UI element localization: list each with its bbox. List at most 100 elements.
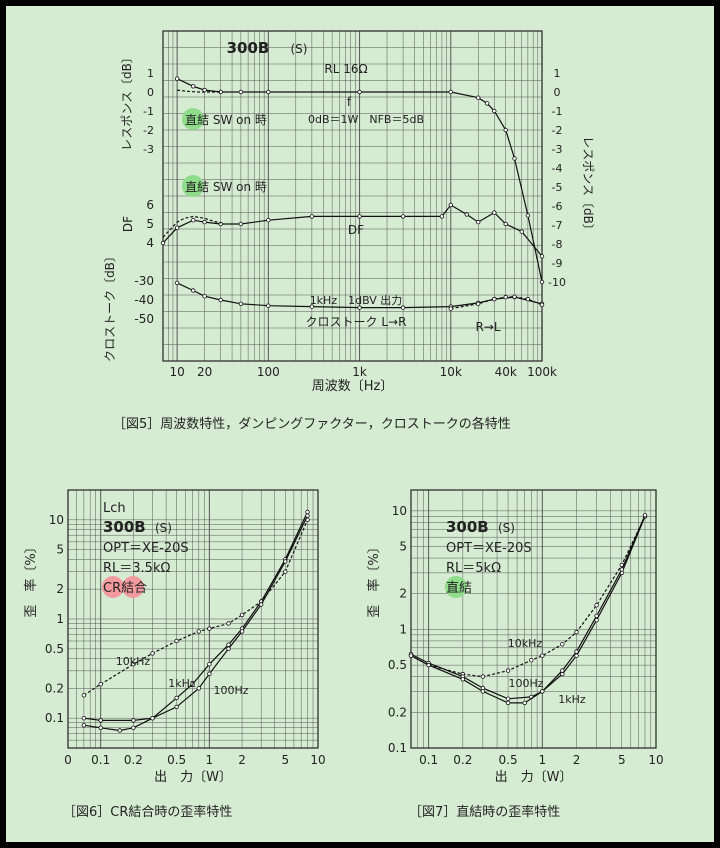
- fig6-series-2-point-6: [207, 671, 212, 676]
- fig6-x-tick-3: 0.5: [167, 753, 186, 767]
- fig6-y-tick-6: 0.1: [45, 711, 64, 725]
- fig7-series-0-point-6: [540, 653, 545, 658]
- fig7-series-2-point-6: [540, 689, 545, 694]
- fig6-series-1-point-12: [305, 509, 310, 515]
- fig5-df-series-0-point-9: [400, 214, 406, 219]
- fig5-ct-series-0-point-2: [202, 294, 207, 299]
- fig5-resp-series-0-point-9: [484, 101, 490, 106]
- fig6-series-1-point-8: [226, 642, 231, 647]
- fig5-ct-series-1-point-3: [503, 294, 508, 300]
- fig6-badge-b: [122, 576, 144, 598]
- fig7-series-0-point-8: [574, 629, 579, 635]
- fig7-series-2-point-10: [619, 567, 624, 572]
- fig5-resp-series-0-point-5: [266, 89, 271, 95]
- fig5-resp-right-tick-6: -5: [552, 181, 563, 194]
- fig6-series-2-point-10: [283, 559, 288, 564]
- fig7-x-tick-1: 0.2: [453, 753, 472, 767]
- fig5-resp-series-0-point-4: [238, 89, 244, 95]
- fig7-x-tick-5: 5: [618, 753, 626, 767]
- fig6-series-0-point-10: [283, 569, 288, 574]
- caption-fig7: ［図7］直結時の歪率特性: [409, 805, 561, 820]
- fig5-resp-right-tick-2: -1: [552, 105, 563, 118]
- fig5-df-series-0-point-13: [476, 219, 481, 225]
- fig5-ct-series-0-point-1: [190, 288, 196, 293]
- fig5-ct-tick-1: -40: [134, 293, 154, 307]
- fig6-y-tick-3: 1: [56, 612, 64, 626]
- fig6-y-label: 歪 率〔%〕: [23, 540, 39, 617]
- fig6-series-0-point-7: [226, 621, 231, 626]
- fig5-ct-rl-label: R→L: [475, 320, 500, 334]
- fig7-y-tick-4: 0.5: [388, 658, 407, 672]
- fig5-badge-2: [182, 175, 204, 197]
- fig5-resp-right-tick-0: 1: [554, 67, 561, 80]
- fig5-resp-right-tick-3: -2: [552, 124, 563, 137]
- fig6-series-0-point-4: [174, 638, 179, 644]
- fig5-ct-series-1-point-5: [525, 296, 531, 302]
- fig7-y-label: 歪 率〔%〕: [366, 540, 382, 617]
- fig5-resp-left-tick-0: 1: [147, 67, 154, 80]
- fig5-df-label: DF: [348, 223, 364, 237]
- fig5-ct-series-0-point-8: [400, 305, 406, 310]
- fig6-series-label-2: 100Hz: [213, 684, 248, 697]
- fig5-x-tick-4: 10k: [440, 365, 462, 379]
- fig7-x-tick-3: 1: [538, 753, 546, 767]
- fig6-series-1-point-6: [190, 682, 195, 687]
- fig6-series-0-point-0: [81, 693, 87, 698]
- fig5-resp-right-tick-9: -8: [552, 238, 563, 251]
- fig5-badge-1: [182, 108, 204, 130]
- fig5-load-label: RL 16Ω: [324, 62, 367, 76]
- fig6-series-0-point-3: [150, 651, 155, 656]
- fig6-badge-a: [102, 576, 124, 598]
- fig7-series-1-point-8: [574, 653, 579, 658]
- fig5-conditions: 0dB＝1W NFB＝5dB: [308, 113, 424, 126]
- fig7-series-label-0: 10kHz: [508, 637, 543, 650]
- fig6-y-tick-1: 5: [56, 543, 64, 557]
- fig7-y-tick-5: 0.2: [388, 705, 407, 719]
- fig7-series-2-point-2: [460, 677, 465, 682]
- fig5-ct-lr-label: クロストーク L→R: [306, 315, 407, 329]
- fig5-resp-series-0-point-10: [492, 108, 497, 114]
- fig5-resp-right-tick-4: -3: [552, 143, 563, 156]
- fig5-df-tick-2: 4: [146, 236, 154, 250]
- fig7-x-tick-0: 0.1: [419, 753, 438, 767]
- fig5-ct-annotation: 1kHz 1dBV 出力: [310, 293, 403, 307]
- fig6-x-tick-0: 0: [64, 753, 72, 767]
- fig5-title-suffix: (S): [291, 42, 308, 56]
- fig5-resp-series-0-point-1: [190, 84, 196, 89]
- fig6-series-1-point-3: [131, 725, 136, 730]
- fig5-x-tick-3: 1k: [352, 365, 367, 379]
- fig5-resp-series-0-point-12: [512, 156, 517, 161]
- fig5-resp-right-tick-1: 0: [554, 86, 561, 99]
- fig5-df-series-0-point-11: [448, 202, 453, 208]
- fig7-series-0-point-3: [480, 674, 486, 679]
- fig5-resp-f-label: f: [347, 95, 352, 109]
- fig6-series-2-point-3: [150, 716, 155, 721]
- fig6-series-1-point-1: [98, 725, 103, 730]
- fig6-series-2-point-4: [174, 704, 179, 710]
- fig5-resp-series-0-point-13: [525, 213, 531, 218]
- fig6-series-1-point-0: [81, 723, 87, 728]
- fig6-series-label-1: 1kHz: [168, 677, 196, 690]
- fig7-series-2-point-4: [505, 700, 511, 706]
- caption-fig6: ［図6］CR結合時の歪率特性: [63, 805, 233, 820]
- fig6-y-tick-2: 2: [56, 582, 64, 596]
- fig5-ct-tick-2: -50: [134, 312, 154, 326]
- fig6-series-0-point-6: [207, 626, 212, 631]
- fig5-resp-left-axis-label: レスポンス〔dB〕: [120, 51, 134, 151]
- fig7-series-2: [410, 514, 646, 704]
- fig7-series-2-point-7: [560, 668, 565, 673]
- fig5-df-tick-1: 5: [146, 217, 154, 231]
- fig5-resp-series-0-point-6: [357, 89, 362, 95]
- fig5-x-tick-6: 100k: [527, 365, 557, 379]
- fig5-ct-series-1-point-6: [539, 302, 545, 307]
- fig5-ct-series-1-point-2: [492, 296, 497, 302]
- fig6-series-0-point-1: [98, 682, 103, 687]
- fig5-resp-right-tick-5: -4: [552, 162, 563, 175]
- fig7-series-2-point-8: [574, 649, 579, 654]
- fig5-ct-series-1-point-4: [512, 294, 517, 299]
- fig6-y-tick-5: 0.2: [45, 681, 64, 695]
- fig6-series-1-point-2: [117, 728, 122, 733]
- fig5-resp-series-0-point-8: [476, 95, 481, 100]
- fig7-legend-4: 直結: [446, 581, 472, 596]
- fig6-legend-0: Lch: [103, 501, 126, 516]
